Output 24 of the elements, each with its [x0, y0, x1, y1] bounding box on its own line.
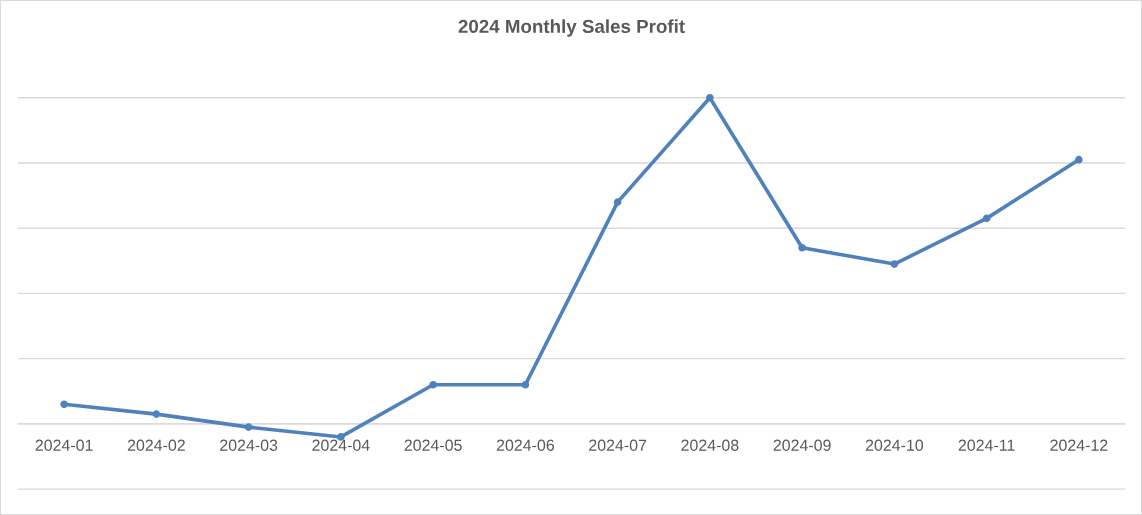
- x-tick-label: 2024-03: [220, 439, 278, 451]
- point: [521, 380, 530, 389]
- point: [152, 410, 161, 418]
- x-tick-label: 2024-10: [865, 439, 924, 451]
- x-tick-label: 2024-11: [958, 439, 1015, 451]
- x-tick-label: 2024-07: [589, 439, 647, 451]
- x-tick-label: 2024-01: [35, 439, 93, 451]
- point: [982, 214, 991, 223]
- point: [706, 93, 714, 102]
- x-tick-label: 2024-08: [681, 439, 739, 451]
- point: [613, 198, 622, 206]
- x-tick-label: 2024-09: [773, 439, 831, 451]
- point: [429, 380, 437, 389]
- x-tick-label: 2024-12: [1050, 439, 1108, 451]
- point: [798, 243, 806, 252]
- point: [890, 260, 899, 268]
- x-tick-label: 2024-05: [404, 439, 462, 451]
- point: [1075, 155, 1083, 164]
- x-tick-label: 2024-04: [312, 439, 370, 451]
- chart-title: 2024 Monthly Sales Profit: [458, 19, 685, 37]
- point: [60, 400, 68, 409]
- x-tick-label: 2024-02: [127, 439, 185, 451]
- point: [244, 423, 253, 431]
- x-tick-label: 2024-06: [496, 439, 554, 451]
